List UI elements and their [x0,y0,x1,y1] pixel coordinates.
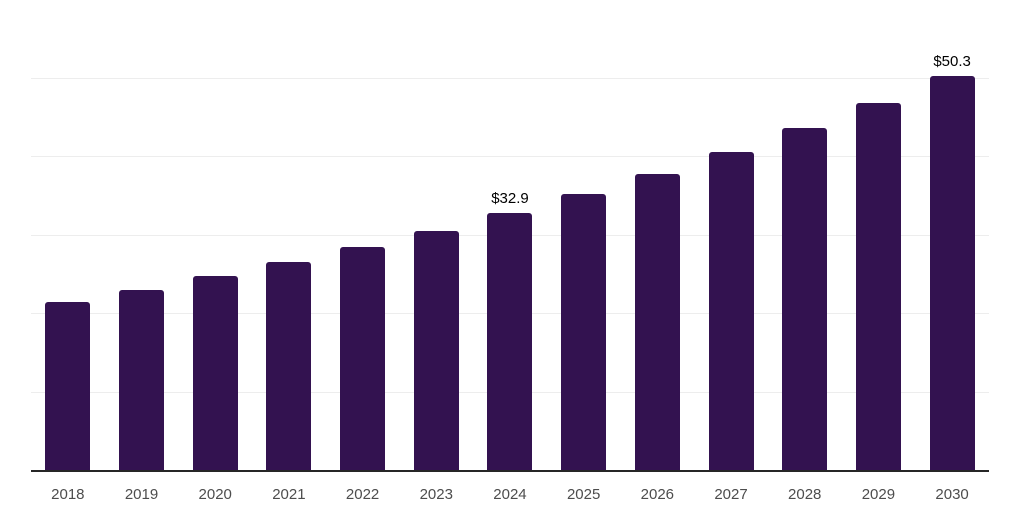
x-tick-2030: 2030 [935,486,969,503]
gridline-50 [31,77,989,79]
bar-2020 [192,276,238,471]
bar-2022 [340,246,386,471]
bar-2025 [561,193,607,471]
bar-2027 [708,151,754,471]
bar-2030 [929,76,975,471]
x-tick-2023: 2023 [419,486,453,503]
bar-slot-2018 [31,0,105,471]
bar-2024 [487,212,533,471]
x-tick-2018: 2018 [51,486,85,503]
bar-slot-2024: $32.9 [473,0,547,471]
bar-2029 [855,102,901,471]
x-tick-2026: 2026 [640,486,675,503]
x-axis-line [31,470,989,472]
bar-slot-2019 [105,0,179,471]
x-tick-2029: 2029 [861,486,896,503]
bar-slot-2023 [399,0,473,471]
x-tick-2027: 2027 [714,486,748,503]
plot-area: $32.9 $50.3 [31,0,989,472]
bar-slot-2020 [178,0,252,471]
data-label-2024: $32.9 [491,189,529,207]
gridline-40 [31,156,989,157]
x-tick-2022: 2022 [345,486,380,503]
bar-2021 [266,262,312,471]
bar-2019 [119,289,165,471]
bar-2026 [634,173,680,471]
x-tick-2028: 2028 [788,486,822,503]
x-tick-2020: 2020 [198,486,232,503]
x-axis-labels: 2018 2019 2020 2021 2022 2023 2024 2025 2026 2027… [31,473,989,511]
x-tick-2021: 2021 [272,486,306,503]
bar-slot-2029 [842,0,916,471]
bar-slot-2025 [547,0,621,471]
bar-slot-2021 [252,0,326,471]
bar-slot-2028 [768,0,842,471]
bar-2028 [782,127,828,471]
x-tick-2025: 2025 [566,486,601,503]
bar-2018 [45,302,91,471]
bar-slot-2027 [694,0,768,471]
data-label-2030: $50.3 [933,53,971,71]
x-tick-2019: 2019 [124,486,159,503]
bars-container: $32.9 $50.3 [31,0,989,471]
bar-slot-2022 [326,0,400,471]
bar-2023 [413,230,459,471]
bar-slot-2026 [621,0,695,471]
bar-slot-2030: $50.3 [915,0,989,471]
x-tick-2024: 2024 [493,486,527,503]
